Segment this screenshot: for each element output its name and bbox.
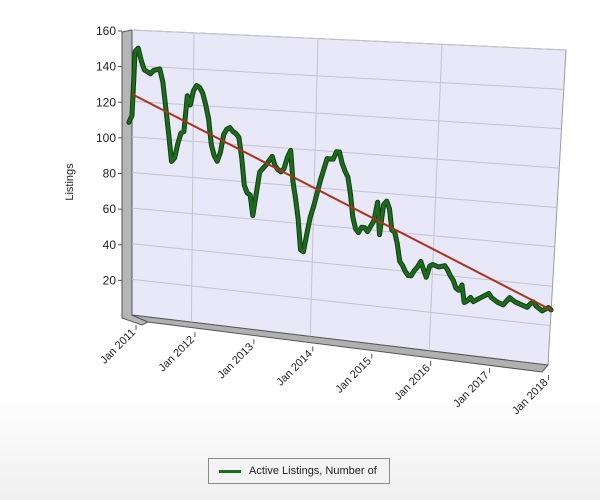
chart-grid (131, 29, 567, 351)
y-tick-label: 40 (103, 238, 117, 252)
y-tick-label: 160 (96, 24, 116, 38)
trend-line (131, 93, 552, 311)
y-tick-label: 140 (96, 60, 116, 74)
x-tick-label: Jan 2015 (333, 355, 373, 395)
legend-label: Active Listings, Number of (249, 465, 377, 477)
grid-line-y (131, 243, 553, 287)
x-tick-label: Jan 2014 (274, 348, 314, 388)
plot-floor (131, 314, 549, 373)
chart-legend: Active Listings, Number of (208, 458, 390, 484)
grid-line-y (131, 172, 558, 208)
grid-line-y (131, 65, 564, 90)
y-tick-label: 80 (103, 167, 117, 181)
grid-line-y (131, 207, 555, 248)
y-axis-label: Listings (64, 163, 76, 201)
y-tick-label: 100 (96, 131, 116, 145)
grid-line-x (190, 32, 195, 323)
grid-line-y (131, 278, 551, 327)
grid-line-y (131, 136, 560, 169)
x-tick-label: Jan 2018 (510, 377, 550, 417)
y-tick-label: 120 (96, 95, 116, 109)
x-tick-label: Jan 2012 (157, 334, 197, 374)
x-tick-label: Jan 2011 (98, 327, 138, 367)
x-tick-label: Jan 2017 (451, 369, 491, 409)
legend-swatch (219, 469, 241, 473)
chart-series (126, 45, 554, 314)
grid-line-x (428, 44, 443, 351)
y-tick-label: 20 (103, 273, 117, 287)
x-tick-label: Jan 2016 (392, 362, 432, 402)
y-tick-label: 60 (103, 202, 117, 216)
y-axis-ticks: 20 40 60 80 100 120 140 160 (96, 24, 122, 287)
grid-line-y (131, 29, 567, 51)
x-tick-label: Jan 2013 (215, 341, 255, 381)
series-line-active-listings (127, 46, 553, 313)
chart-3d-walls (121, 29, 567, 373)
